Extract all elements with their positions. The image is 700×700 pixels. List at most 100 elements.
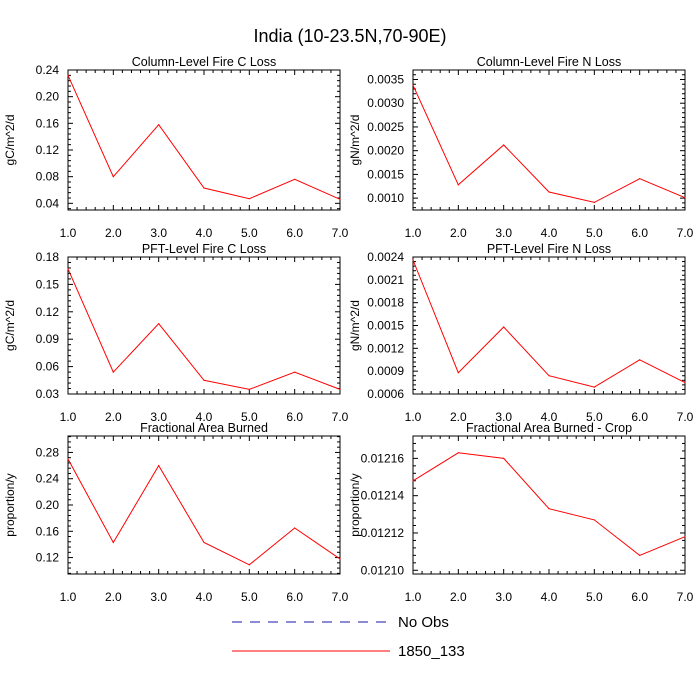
data-point	[548, 375, 550, 377]
y-tick-label: 0.0018	[367, 296, 404, 310]
x-tick-label: 4.0	[196, 410, 213, 424]
data-point	[457, 184, 459, 186]
legend: No Obs 1850_133	[232, 614, 465, 660]
x-tick-label: 6.0	[631, 590, 648, 604]
y-axis-label: gC/m^2/d	[3, 300, 17, 351]
data-point	[203, 541, 205, 544]
x-tick-label: 1.0	[60, 410, 77, 424]
data-point	[457, 372, 459, 374]
x-tick-label: 7.0	[677, 410, 694, 424]
data-point	[67, 458, 69, 460]
y-tick-label: 0.20	[36, 498, 60, 512]
x-tick-label: 3.0	[150, 226, 167, 240]
data-point	[248, 388, 250, 391]
x-tick-label: 2.0	[450, 410, 467, 424]
y-tick-label: 0.01210	[361, 563, 405, 577]
data-point	[639, 178, 641, 180]
plot-frame	[67, 69, 341, 211]
y-tick-label: 0.12	[36, 143, 60, 157]
chart-panel-6: Fractional Area Burned - Crop proportion/…	[348, 421, 694, 604]
chart-panel-4: PFT-Level Fire N Loss gN/m^2/d 1.0 2.0 3.0 4.…	[348, 242, 694, 424]
data-point	[294, 371, 296, 373]
y-tick-label: 0.0024	[367, 250, 404, 264]
y-tick-label: 0.0020	[367, 144, 404, 158]
data-point	[112, 371, 114, 373]
x-tick-label: 5.0	[586, 410, 603, 424]
x-tick-label: 3.0	[495, 590, 512, 604]
panel-title: Fractional Area Burned - Crop	[466, 421, 632, 435]
data-point	[684, 381, 686, 384]
y-axis-label: gC/m^2/d	[3, 115, 17, 166]
x-tick-label: 2.0	[105, 410, 122, 424]
y-tick-label: 0.28	[36, 445, 60, 459]
data-point	[412, 84, 414, 86]
data-point	[158, 464, 160, 467]
y-tick-label: 0.20	[36, 90, 60, 104]
data-point	[294, 527, 296, 529]
data-point	[548, 508, 550, 510]
panel-title: PFT-Level Fire C Loss	[142, 242, 266, 256]
y-tick-label: 0.0010	[367, 191, 404, 205]
x-tick-label: 4.0	[196, 226, 213, 240]
y-tick-label: 0.01212	[361, 526, 405, 540]
y-axis-label: proportion/y	[3, 473, 17, 536]
data-point	[67, 268, 69, 270]
x-tick-label: 2.0	[450, 590, 467, 604]
data-point	[339, 198, 341, 200]
data-point	[503, 326, 505, 328]
chart-panel-5: Fractional Area Burned proportion/y 1.0 2.0…	[3, 421, 349, 604]
panels: Column-Level Fire C Loss gC/m^2/d 1.0 2.0 3.…	[3, 55, 694, 604]
data-point	[684, 197, 686, 199]
series-line-1850_133	[67, 75, 341, 200]
x-tick-label: 4.0	[196, 590, 213, 604]
data-point	[112, 541, 114, 544]
series-line-1850_133	[67, 268, 341, 390]
x-tick-label: 1.0	[405, 590, 422, 604]
y-tick-label: 0.18	[36, 250, 60, 264]
y-tick-label: 0.24	[36, 63, 60, 77]
y-tick-label: 0.0015	[367, 167, 404, 181]
x-tick-label: 5.0	[241, 410, 258, 424]
y-tick-label: 0.24	[36, 472, 60, 486]
y-tick-label: 0.0012	[367, 341, 404, 355]
x-tick-label: 6.0	[286, 410, 303, 424]
y-tick-label: 0.0015	[367, 319, 404, 333]
x-tick-label: 5.0	[241, 590, 258, 604]
chart-panel-1: Column-Level Fire C Loss gC/m^2/d 1.0 2.0 3.…	[3, 55, 349, 240]
x-tick-label: 6.0	[286, 590, 303, 604]
y-tick-label: 0.15	[36, 277, 60, 291]
data-point	[548, 191, 550, 193]
y-tick-label: 0.16	[36, 116, 60, 130]
x-tick-label: 7.0	[677, 590, 694, 604]
data-point	[593, 519, 595, 521]
y-axis-label: proportion/y	[348, 473, 362, 536]
x-tick-label: 2.0	[450, 226, 467, 240]
x-tick-label: 7.0	[332, 226, 349, 240]
x-tick-label: 6.0	[631, 226, 648, 240]
y-tick-label: 0.01216	[361, 451, 405, 465]
panel-title: Column-Level Fire N Loss	[477, 55, 622, 69]
data-point	[412, 259, 414, 261]
x-tick-label: 7.0	[332, 590, 349, 604]
legend-1850-133-label: 1850_133	[398, 643, 465, 660]
plot-frame	[67, 435, 341, 575]
series-line-1850_133	[412, 452, 686, 556]
data-point	[203, 379, 205, 381]
y-tick-label: 0.01214	[361, 489, 405, 503]
y-tick-label: 0.0035	[367, 72, 404, 86]
data-point	[412, 480, 414, 482]
y-tick-label: 0.09	[36, 332, 60, 346]
data-point	[112, 176, 114, 178]
x-tick-label: 2.0	[105, 590, 122, 604]
data-point	[457, 452, 459, 454]
x-tick-label: 3.0	[495, 410, 512, 424]
x-tick-label: 5.0	[586, 590, 603, 604]
data-point	[248, 198, 250, 200]
plot-frame	[412, 69, 686, 211]
x-tick-label: 2.0	[105, 226, 122, 240]
x-tick-label: 3.0	[150, 410, 167, 424]
x-tick-label: 6.0	[286, 226, 303, 240]
series-line-1850_133	[412, 84, 686, 203]
y-axis-label: gN/m^2/d	[348, 300, 362, 351]
series-line-1850_133	[67, 458, 341, 566]
